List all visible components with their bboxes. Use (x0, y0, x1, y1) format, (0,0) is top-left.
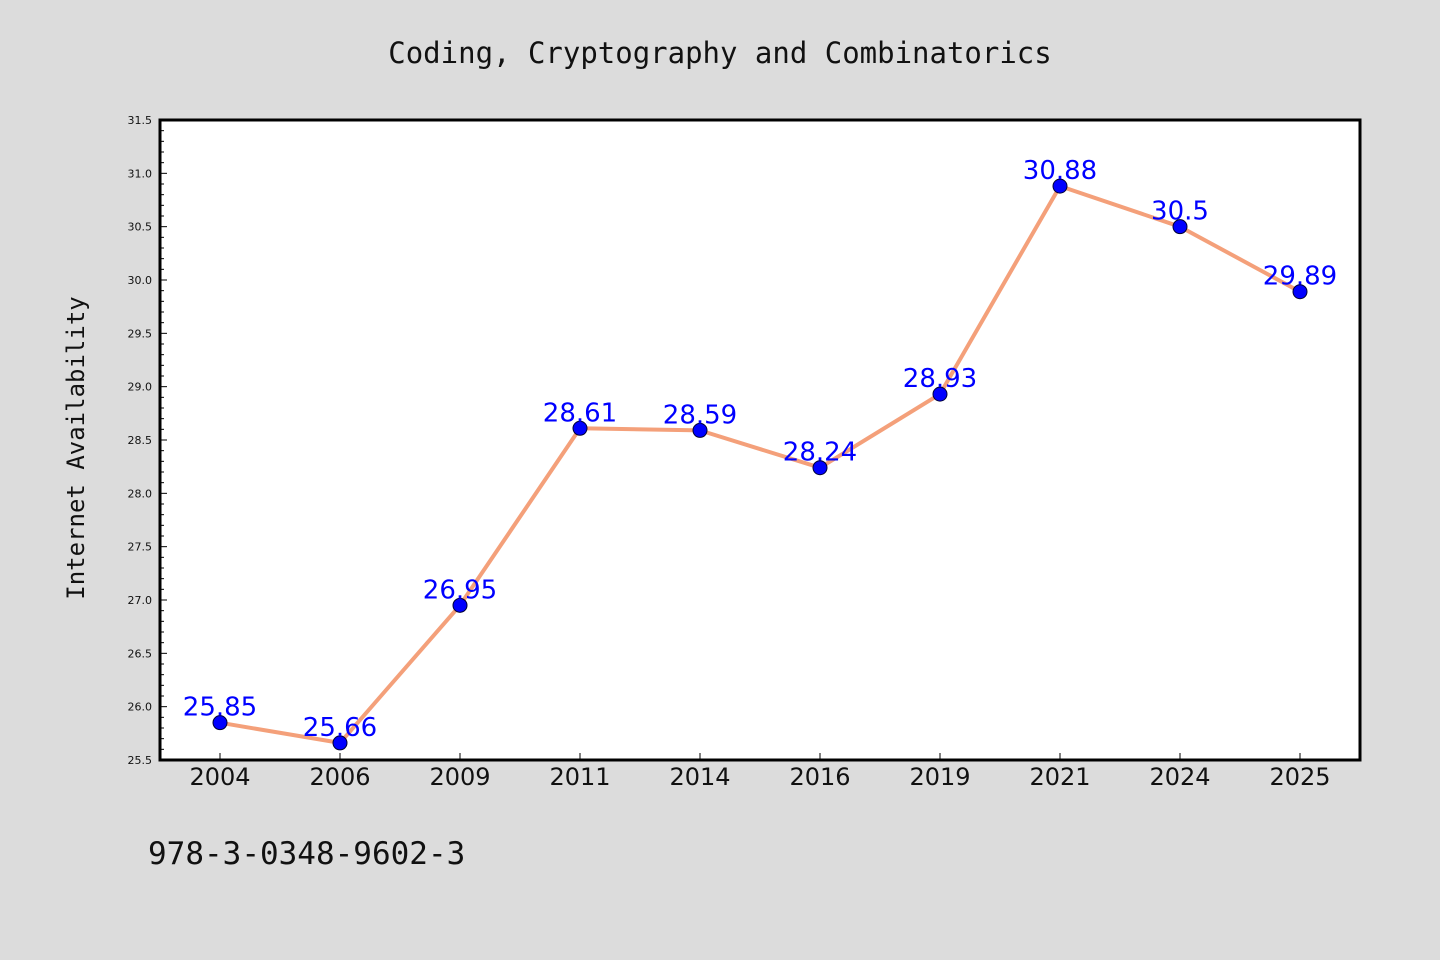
y-tick-label: 27.0 (128, 594, 153, 607)
data-point (812, 460, 828, 476)
x-tick-label: 2025 (1269, 763, 1330, 791)
y-tick-label: 30.0 (128, 274, 153, 287)
y-tick-label: 26.0 (128, 701, 153, 714)
data-label: 28.61 (543, 398, 617, 428)
data-point (692, 422, 708, 438)
x-tick-label: 2014 (669, 763, 730, 791)
data-point (452, 597, 468, 613)
x-tick-label: 2021 (1029, 763, 1090, 791)
y-tick-label: 30.5 (128, 221, 153, 234)
series-line (219, 184, 1301, 745)
data-point (1172, 219, 1188, 235)
y-tick-label: 29.0 (128, 381, 153, 394)
x-tick-label: 2004 (189, 763, 250, 791)
y-tick-label: 31.0 (128, 167, 153, 180)
chart-title: Coding, Cryptography and Combinatorics (388, 36, 1051, 70)
plot-frame (158, 118, 1362, 762)
footnote-isbn: 978-3-0348-9602-3 (148, 836, 465, 872)
data-point (332, 735, 348, 751)
x-tick-label: 2011 (549, 763, 610, 791)
data-label: 28.93 (903, 364, 977, 394)
data-labels: 25.85 25.66 26.95 28.61 28.59 28.24 28.93 30.88… (183, 156, 1337, 743)
data-label: 28.59 (663, 400, 737, 430)
data-label: 25.85 (183, 693, 257, 723)
data-point (1292, 284, 1308, 300)
y-axis-label: Internet Availability (62, 296, 90, 599)
data-label: 28.24 (783, 438, 857, 468)
y-tick-label: 26.5 (128, 647, 153, 660)
data-point (932, 386, 948, 402)
x-axis-ticks: 2004 2006 2009 2011 2014 2016 2019 2021 2024 2025 (189, 753, 1331, 791)
plot-area (160, 120, 1360, 760)
x-tick-label: 2006 (309, 763, 370, 791)
x-tick-label: 2009 (429, 763, 490, 791)
data-label: 29.89 (1263, 262, 1337, 292)
x-tick-label: 2024 (1149, 763, 1210, 791)
x-tick-label: 2016 (789, 763, 850, 791)
data-label: 30.5 (1151, 197, 1209, 227)
data-markers (212, 178, 1308, 751)
y-axis-ticks: 25.5 26.0 26.5 27.0 27.5 28.0 28.5 29.0 29.5 30.0… (128, 114, 167, 767)
data-point (212, 715, 228, 731)
data-point (1052, 178, 1068, 194)
x-tick-label: 2019 (909, 763, 970, 791)
data-label: 26.95 (423, 575, 497, 605)
y-tick-label: 28.0 (128, 487, 153, 500)
y-tick-label: 25.5 (128, 754, 153, 767)
y-tick-label: 28.5 (128, 434, 153, 447)
y-tick-label: 31.5 (128, 114, 153, 127)
y-tick-label: 27.5 (128, 541, 153, 554)
data-label: 30.88 (1023, 156, 1097, 186)
data-point (572, 420, 588, 436)
y-tick-label: 29.5 (128, 327, 153, 340)
data-label: 25.66 (303, 713, 377, 743)
